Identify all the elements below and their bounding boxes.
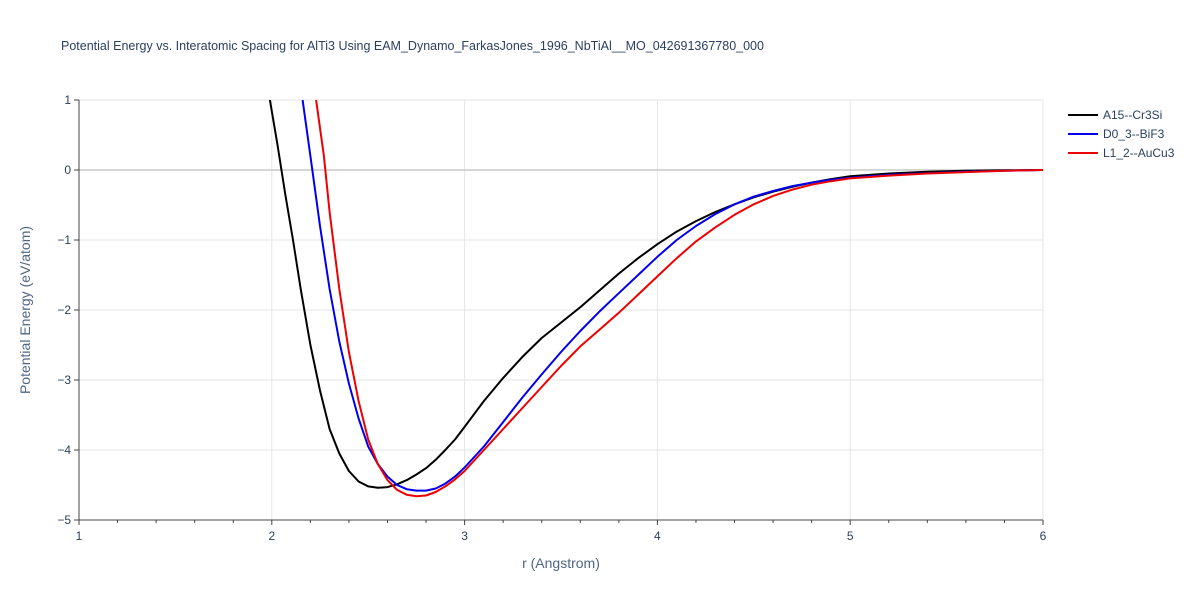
- x-axis-title: r (Angstrom): [522, 555, 600, 571]
- legend[interactable]: A15--Cr3Si D0_3--BiF3 L1_2--AuCu3: [1068, 108, 1175, 160]
- x-tick-label: 3: [461, 529, 468, 543]
- legend-item[interactable]: A15--Cr3Si: [1068, 108, 1162, 122]
- x-tick-label: 6: [1040, 529, 1047, 543]
- legend-label: A15--Cr3Si: [1103, 108, 1162, 122]
- x-tick-label: 5: [847, 529, 854, 543]
- y-tick-label: −5: [57, 513, 71, 527]
- y-tick-label: −1: [57, 233, 71, 247]
- chart-title: Potential Energy vs. Interatomic Spacing…: [61, 39, 764, 53]
- x-tick-label: 2: [268, 529, 275, 543]
- legend-item[interactable]: D0_3--BiF3: [1068, 127, 1165, 141]
- y-tick-label: −4: [57, 443, 71, 457]
- axis-layer: 1 2 3 4 5 6 1 0 −1 −2 −3 −4 −5: [57, 93, 1046, 543]
- y-tick-label: −2: [57, 303, 71, 317]
- legend-item[interactable]: L1_2--AuCu3: [1068, 146, 1175, 160]
- y-tick-label: 0: [64, 163, 71, 177]
- series-layer: [268, 100, 1043, 498]
- y-axis-title: Potential Energy (eV/atom): [17, 226, 33, 394]
- y-tick-label: −3: [57, 373, 71, 387]
- x-tick-label: 4: [654, 529, 661, 543]
- y-tick-label: 1: [64, 93, 71, 107]
- x-tick-label: 1: [76, 529, 83, 543]
- series-line-1: [301, 100, 1043, 492]
- series-line-2: [315, 100, 1043, 498]
- legend-label: D0_3--BiF3: [1103, 127, 1165, 141]
- grid-layer: [79, 99, 1044, 520]
- legend-label: L1_2--AuCu3: [1103, 146, 1175, 160]
